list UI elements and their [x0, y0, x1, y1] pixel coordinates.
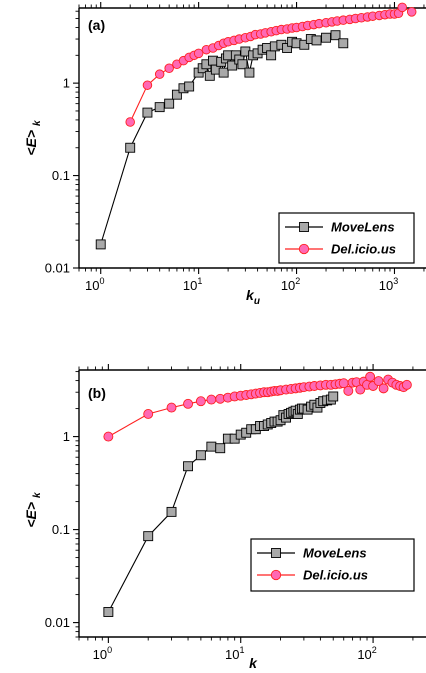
legend-marker [298, 243, 310, 255]
x-tick-label: 101 [183, 276, 202, 293]
series-del-icio-us [125, 2, 417, 127]
x-tick-label: 102 [281, 276, 300, 293]
legend-entry: MoveLens [285, 220, 395, 235]
data-point [171, 89, 182, 100]
data-point [193, 48, 204, 59]
y-tick-label: 1 [63, 76, 70, 91]
data-point [103, 431, 114, 442]
data-point [95, 239, 106, 250]
data-point [266, 50, 277, 61]
data-point [164, 63, 174, 73]
legend-entry: Del.icio.us [257, 568, 368, 583]
data-point [227, 60, 238, 71]
x-tick-label: 103 [379, 276, 398, 293]
data-point [143, 409, 154, 419]
data-point [215, 443, 226, 454]
data-point [142, 107, 153, 118]
data-point [183, 398, 193, 409]
data-point [397, 2, 407, 13]
x-tick-label: 101 [225, 645, 244, 662]
data-point [338, 38, 349, 49]
y-tick-label: 0.01 [45, 261, 70, 276]
legend-marker [299, 222, 309, 232]
data-point [142, 80, 153, 90]
data-point [401, 379, 412, 390]
data-point [244, 67, 255, 78]
legend-marker [271, 548, 281, 558]
legend-label: Del.icio.us [331, 242, 396, 257]
legend-box [278, 212, 415, 264]
y-tick-label: 1 [63, 429, 70, 444]
data-point [299, 39, 310, 50]
series-movelens [103, 391, 339, 617]
x-tick-label: 102 [357, 645, 376, 662]
x-axis-label: ku [246, 287, 260, 307]
x-axis-label: k [249, 655, 258, 671]
legend: MoveLens Del.icio.us [250, 538, 415, 592]
data-point [206, 394, 217, 405]
data-point [195, 450, 206, 461]
y-tick-label: 0.1 [52, 522, 70, 537]
y-tick-label: 0.1 [52, 168, 70, 183]
data-point [103, 607, 114, 617]
data-point [343, 385, 354, 396]
x-tick-label: 100 [93, 645, 112, 662]
chart-panel-b: 100 101 102 0.01 0.1 1 (b) k <E>k MoveLens Del.ici… [23, 364, 426, 671]
series-movelens [95, 30, 349, 250]
data-point [206, 441, 217, 452]
data-point [378, 383, 389, 394]
data-point [195, 396, 206, 407]
panel-label: (a) [88, 17, 105, 33]
y-axis-label: <E>k [23, 120, 43, 156]
data-point [143, 531, 154, 542]
legend-label: MoveLens [331, 220, 395, 235]
data-point [373, 376, 384, 387]
data-point [406, 7, 417, 17]
data-point [183, 461, 193, 472]
panel-label: (b) [88, 385, 106, 401]
data-point [184, 81, 195, 92]
data-point [218, 67, 229, 78]
legend-marker [270, 569, 282, 581]
data-point [330, 30, 341, 41]
series-del-icio-us [103, 371, 412, 442]
data-point [125, 142, 136, 153]
data-point [125, 117, 135, 127]
legend-label: Del.icio.us [303, 568, 368, 583]
data-point [207, 55, 218, 66]
x-tick-label: 100 [85, 276, 104, 293]
data-point [164, 98, 175, 109]
legend-label: MoveLens [303, 546, 367, 561]
data-point [237, 59, 248, 70]
legend: MoveLens Del.icio.us [278, 212, 415, 264]
data-point [365, 371, 376, 382]
y-tick-label: 0.01 [45, 615, 70, 630]
data-point [154, 102, 165, 113]
data-point [282, 43, 293, 53]
data-point [166, 506, 177, 517]
data-point [328, 391, 339, 402]
legend-entry: MoveLens [257, 546, 367, 561]
data-point [311, 35, 322, 46]
legend-entry: Del.icio.us [285, 242, 396, 257]
legend-box [250, 538, 415, 592]
y-axis-label: <E>k [23, 492, 43, 528]
data-point [321, 32, 331, 43]
data-point [204, 70, 215, 81]
data-point [166, 402, 177, 413]
data-point [154, 69, 165, 79]
chart-panel-a: 100 101 102 103 0.01 0.1 1 (a) ku <E>k MoveLens Del… [23, 2, 426, 307]
